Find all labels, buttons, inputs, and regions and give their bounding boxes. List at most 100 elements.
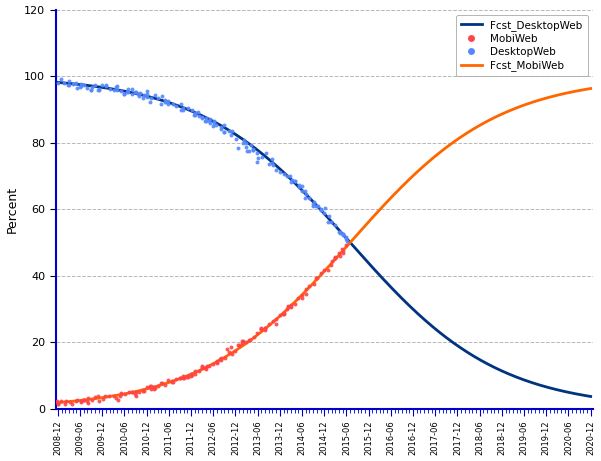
Point: [338, 230, 348, 238]
Point: [191, 111, 200, 118]
Point: [297, 291, 307, 299]
Point: [301, 285, 311, 292]
Point: [212, 358, 222, 365]
Point: [71, 79, 81, 86]
Point: [220, 355, 230, 362]
Point: [116, 390, 126, 398]
Point: [238, 139, 248, 147]
Point: [142, 384, 152, 391]
Point: [187, 371, 197, 378]
Point: [311, 274, 321, 281]
Point: [163, 376, 173, 384]
Point: [138, 387, 148, 394]
Point: [330, 222, 340, 229]
Point: [87, 83, 97, 90]
Point: [97, 82, 106, 89]
Point: [194, 112, 203, 119]
Point: [112, 83, 121, 91]
Point: [90, 82, 100, 89]
Point: [261, 150, 270, 157]
Point: [198, 364, 207, 371]
Point: [123, 88, 132, 95]
Point: [139, 387, 148, 395]
Point: [119, 90, 129, 98]
Point: [98, 396, 108, 403]
Point: [252, 329, 262, 337]
Point: [279, 310, 288, 318]
Point: [72, 396, 82, 404]
Point: [178, 374, 188, 381]
Point: [271, 316, 281, 323]
Point: [335, 249, 344, 256]
Point: [241, 139, 251, 147]
Point: [116, 390, 126, 397]
Point: [297, 188, 307, 195]
Point: [234, 341, 243, 349]
Point: [201, 114, 211, 122]
Point: [316, 206, 326, 213]
Point: [297, 183, 307, 190]
Point: [76, 83, 85, 91]
Point: [183, 373, 193, 380]
Point: [93, 393, 103, 400]
Point: [127, 90, 136, 97]
Point: [252, 149, 261, 156]
Point: [61, 398, 71, 405]
Point: [109, 86, 119, 94]
Point: [131, 389, 141, 396]
Point: [168, 100, 178, 107]
Point: [224, 127, 233, 135]
Point: [257, 325, 266, 332]
Point: [294, 182, 304, 189]
Point: [272, 166, 281, 174]
Point: [133, 91, 143, 98]
Point: [86, 87, 96, 94]
Point: [234, 145, 243, 152]
Point: [163, 100, 173, 108]
Point: [249, 147, 258, 154]
Point: [52, 398, 62, 405]
Point: [313, 202, 323, 210]
Point: [175, 374, 185, 382]
Point: [72, 84, 82, 91]
Point: [150, 384, 160, 392]
Point: [219, 122, 229, 129]
Point: [213, 358, 222, 365]
Point: [260, 324, 270, 331]
Point: [208, 122, 218, 130]
Point: [127, 389, 136, 396]
Point: [294, 183, 304, 190]
Point: [171, 102, 181, 110]
Point: [130, 89, 139, 96]
Point: [264, 320, 273, 328]
Point: [215, 355, 225, 363]
Point: [331, 254, 340, 261]
Point: [268, 318, 278, 325]
Point: [285, 173, 295, 180]
Point: [341, 241, 351, 248]
Point: [127, 389, 136, 396]
Point: [341, 234, 351, 241]
Point: [76, 82, 85, 89]
Point: [135, 388, 144, 396]
Point: [326, 261, 336, 268]
Point: [61, 401, 70, 408]
Point: [123, 86, 133, 93]
Point: [290, 177, 300, 185]
Point: [212, 122, 221, 129]
Point: [208, 360, 218, 367]
Point: [227, 128, 237, 135]
Point: [305, 282, 314, 290]
Point: [105, 85, 115, 93]
Point: [94, 86, 103, 94]
Point: [198, 363, 207, 370]
Point: [145, 382, 154, 389]
Point: [324, 212, 334, 219]
Point: [246, 141, 256, 148]
Point: [160, 96, 169, 104]
Point: [249, 145, 258, 152]
Point: [94, 86, 103, 94]
Point: [312, 275, 322, 282]
Point: [69, 81, 78, 88]
Point: [56, 397, 66, 405]
